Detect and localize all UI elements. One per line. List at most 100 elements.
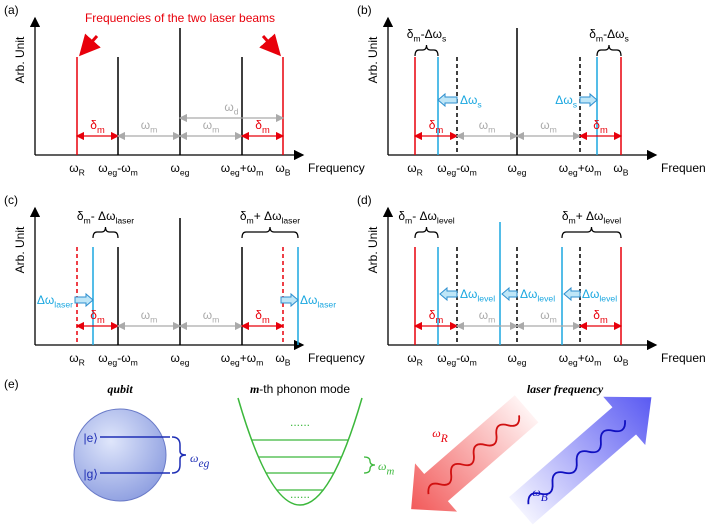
text-part: ω bbox=[479, 118, 488, 132]
text-part: δ bbox=[255, 308, 262, 322]
span-label: ωd bbox=[224, 100, 238, 117]
shift-label: Δωs bbox=[555, 93, 577, 110]
brace-label: δm-Δωs bbox=[589, 27, 629, 44]
tick-label: ωeg-ωm bbox=[437, 351, 477, 368]
text-part: + Δω bbox=[576, 209, 604, 223]
tick-label: ωeg-ωm bbox=[437, 161, 477, 178]
text-part: m bbox=[150, 315, 157, 325]
text-part: m bbox=[550, 125, 557, 135]
brace bbox=[561, 226, 622, 239]
text-part: eg bbox=[447, 168, 457, 178]
text-part: ω bbox=[613, 161, 622, 175]
span-label: ωm bbox=[141, 118, 158, 135]
text-part: eg bbox=[568, 358, 578, 368]
text-part: B bbox=[623, 168, 629, 178]
text-part: ω bbox=[407, 351, 416, 365]
text-part: δ bbox=[77, 209, 84, 223]
gap-label: ωm bbox=[378, 459, 394, 478]
tick-label: ωeg bbox=[508, 161, 527, 178]
text-part: R bbox=[417, 168, 423, 178]
text-part: ω bbox=[437, 351, 446, 365]
text-part: ω bbox=[224, 100, 233, 114]
text-part: m bbox=[97, 125, 105, 135]
brace-label: δm- Δωlevel bbox=[398, 209, 454, 226]
text-part: laser bbox=[115, 216, 134, 226]
text-part: m bbox=[569, 216, 576, 226]
y-axis-title: Arb. Unit bbox=[13, 36, 27, 83]
text-part: B bbox=[285, 168, 291, 178]
span-label: ωm bbox=[203, 308, 220, 325]
text-part: ω bbox=[98, 351, 107, 365]
text-part: Δω bbox=[582, 287, 599, 301]
text-part: ω bbox=[437, 161, 446, 175]
panel-label: (c) bbox=[4, 193, 18, 207]
text-part: m bbox=[600, 315, 608, 325]
text-part: m bbox=[488, 125, 495, 135]
span-label: δm bbox=[593, 308, 608, 325]
shift-arrow bbox=[437, 92, 458, 108]
span-label: ωm bbox=[479, 308, 496, 325]
text-part: ω bbox=[69, 161, 78, 175]
text-part: m bbox=[470, 168, 477, 178]
shift-label: Δωlevel bbox=[460, 287, 495, 304]
span-label: ωm bbox=[540, 118, 557, 135]
brace bbox=[414, 226, 439, 239]
text-part: ω bbox=[559, 161, 568, 175]
shift-arrow bbox=[439, 286, 458, 302]
text-part: m bbox=[550, 315, 557, 325]
tick-label: ωeg+ωm bbox=[221, 351, 264, 368]
span-label: ωm bbox=[203, 118, 220, 135]
text-part: ω bbox=[69, 351, 78, 365]
qubit-brace bbox=[171, 436, 187, 474]
tick-label: ωB bbox=[613, 351, 628, 368]
text-part: δ bbox=[593, 118, 600, 132]
state-label: |g⟩ bbox=[84, 467, 98, 481]
y-axis-title: Arb. Unit bbox=[366, 226, 380, 273]
text-part: -ω bbox=[117, 161, 130, 175]
text-part: δ bbox=[407, 27, 414, 41]
text-part: eg bbox=[108, 168, 118, 178]
text-part: eg bbox=[198, 458, 209, 470]
text-part: ω bbox=[559, 351, 568, 365]
text-part: ω bbox=[275, 161, 284, 175]
text-part: eg bbox=[108, 358, 118, 368]
tick-label: ωeg+ωm bbox=[559, 351, 602, 368]
text-part: level bbox=[599, 294, 617, 304]
text-part: ω bbox=[190, 451, 198, 465]
text-part: δ bbox=[240, 209, 247, 223]
laser-label: ωB bbox=[532, 485, 548, 504]
text-part: δ bbox=[90, 308, 97, 322]
shift-label: Δωs bbox=[460, 93, 482, 110]
text-part: -ω bbox=[456, 351, 469, 365]
section-title: m-th phonon mode bbox=[250, 382, 350, 396]
text-part: m bbox=[488, 315, 495, 325]
shift-label: Δωlevel bbox=[582, 287, 617, 304]
text-part: ω bbox=[407, 161, 416, 175]
tick-label: ωR bbox=[407, 351, 423, 368]
text-part: ω bbox=[221, 161, 230, 175]
brace-label: δm+ Δωlevel bbox=[562, 209, 621, 226]
shift-label: Δωlaser bbox=[300, 293, 336, 310]
x-axis-title: Frequency bbox=[661, 161, 706, 175]
text-part: δ bbox=[90, 118, 97, 132]
text-part: m bbox=[212, 125, 219, 135]
red-laser-arrow bbox=[411, 395, 539, 512]
text-part: δ bbox=[255, 118, 262, 132]
span-label: δm bbox=[429, 118, 444, 135]
panel-label: (b) bbox=[357, 3, 372, 17]
text-part: ω bbox=[532, 485, 540, 499]
text-part: laser frequency bbox=[527, 382, 604, 396]
text-part: Δω bbox=[460, 287, 477, 301]
tick-label: ωB bbox=[275, 351, 290, 368]
span-label: δm bbox=[255, 118, 270, 135]
text-part: ω bbox=[203, 118, 212, 132]
tick-label: ωeg-ωm bbox=[98, 161, 138, 178]
text-part: ω bbox=[141, 118, 150, 132]
blue-laser-arrow bbox=[509, 396, 652, 525]
text-part: m bbox=[413, 34, 420, 44]
text-part: B bbox=[541, 492, 548, 504]
x-axis-title: Frequency bbox=[308, 351, 365, 365]
tick-label: ωB bbox=[613, 161, 628, 178]
text-part: Δω bbox=[300, 293, 317, 307]
